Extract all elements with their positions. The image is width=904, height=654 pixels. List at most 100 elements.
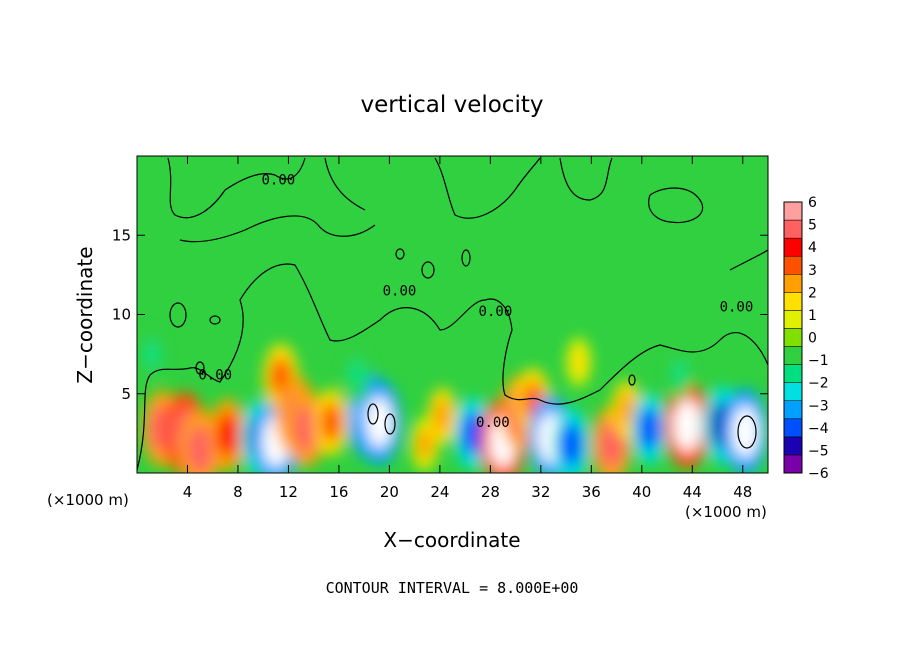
colorbar-segment [783,328,803,347]
contour-label: 0.00 [261,173,295,189]
colorbar-segment [783,400,803,420]
y-tick-label: 10 [112,306,131,324]
contour-label: 0.00 [479,304,513,320]
z-unit-label: (×1000 m) [47,491,129,509]
contour-line [434,157,541,219]
colorbar-tick-label: 0 [808,331,817,347]
heatmap-cell [433,399,451,433]
colorbar-segment [783,454,803,474]
contour-line [167,157,306,219]
chart-title: vertical velocity [361,92,544,118]
heatmap-cell [673,399,701,452]
colorbar-segment [783,310,803,329]
contour-line [461,249,471,267]
heatmap-cell [321,402,342,443]
contour-label: 0.00 [383,283,417,299]
x-tick-label: 4 [183,483,193,501]
colorbar-segment [783,219,803,239]
contour-line [367,403,379,425]
contour-line [209,315,221,325]
heatmap-cell [348,358,365,391]
heatmap-cell [571,347,587,377]
colorbar-tick-label: 1 [808,308,817,324]
colorbar-segment [783,418,803,438]
contour-line [737,415,757,449]
x-tick-label: 16 [329,483,348,501]
contour-line [729,249,768,271]
colorbar-tick-label: 4 [808,240,817,256]
heatmap-cell [559,422,583,467]
heatmap-cell [672,360,688,390]
colorbar-segment [783,436,803,456]
heatmap-cell [144,339,160,370]
colorbar-segment [783,292,803,311]
x-tick-label: 8 [233,483,243,501]
colorbar-tick-label: −6 [808,466,829,482]
contour-labels: 0.00 0.00 0.00 0.00 0.00 0.00 [198,173,753,432]
contour-line [324,157,366,211]
contour-line [421,261,435,279]
contour-line [169,302,187,328]
contour-line [384,413,396,435]
heatmap-cells [139,328,768,473]
heatmap-cell [461,411,484,455]
y-axis-ticks: 5 10 15 [112,226,768,403]
colorbar-tick-label: −2 [808,376,829,392]
colorbar-segment [783,274,803,293]
colorbar-tick-label: −3 [808,398,829,414]
plot-area: 0.00 0.00 0.00 0.00 0.00 0.00 [137,156,768,473]
x-tick-label: 32 [531,483,550,501]
contour-line [179,215,376,243]
heatmap-cell [617,392,636,427]
heatmap-cell [599,421,624,468]
colorbar-tick-label: 5 [808,218,817,234]
colorbar-tick-label: −5 [808,443,829,459]
heatmap-cell [216,413,240,457]
colorbar-segment [783,237,803,257]
x-axis-label: X−coordinate [383,528,520,552]
x-tick-label: 36 [582,483,601,501]
x-tick-label: 20 [380,483,399,501]
x-unit-label: (×1000 m) [685,503,767,521]
colorbar-segment [783,201,803,221]
heatmap-cell [416,428,434,461]
y-axis-label: Z−coordinate [73,246,97,383]
colorbar-frame [783,201,803,474]
x-tick-label: 12 [279,483,298,501]
contour-line [137,263,768,471]
colorbar-segment [783,382,803,401]
y-tick-label: 5 [121,385,131,403]
contour-label: 0.00 [476,415,510,431]
contour-label: 0.00 [720,299,754,315]
contour-line [559,157,613,201]
heatmap-cell [294,405,318,452]
contour-line [195,361,205,375]
x-tick-label: 24 [430,483,449,501]
x-tick-label: 28 [481,483,500,501]
colorbar-tick-label: 6 [808,195,817,211]
colorbar-tick-label: −1 [808,353,829,369]
colorbar-tick-label: −4 [808,421,829,437]
contour-label: 0.00 [198,367,232,383]
x-tick-label: 40 [632,483,651,501]
contour-line [628,374,636,386]
heatmap-cell [731,405,759,458]
contour-interval-footer: CONTOUR INTERVAL = 8.000E+00 [326,579,579,597]
colorbar-segment [783,255,803,275]
contour-lines [137,157,768,471]
heatmap-cell [638,407,661,450]
y-tick-label: 15 [112,226,131,244]
colorbar-tick-label: 2 [808,285,817,301]
x-tick-label: 44 [683,483,702,501]
contour-line [395,248,405,260]
contour-line [648,187,704,224]
heatmap-cell [187,425,213,473]
heatmap-cell [366,396,393,448]
x-tick-label: 48 [733,483,752,501]
colorbar-segment [783,346,803,365]
colorbar-segment [783,364,803,383]
colorbar: 6 5 4 3 2 1 0 −1 −2 −3 −4 −5 −6 [783,195,829,482]
colorbar-tick-label: 3 [808,263,817,279]
x-axis-ticks: 4 8 12 16 20 24 28 32 36 40 44 48 [183,156,752,501]
